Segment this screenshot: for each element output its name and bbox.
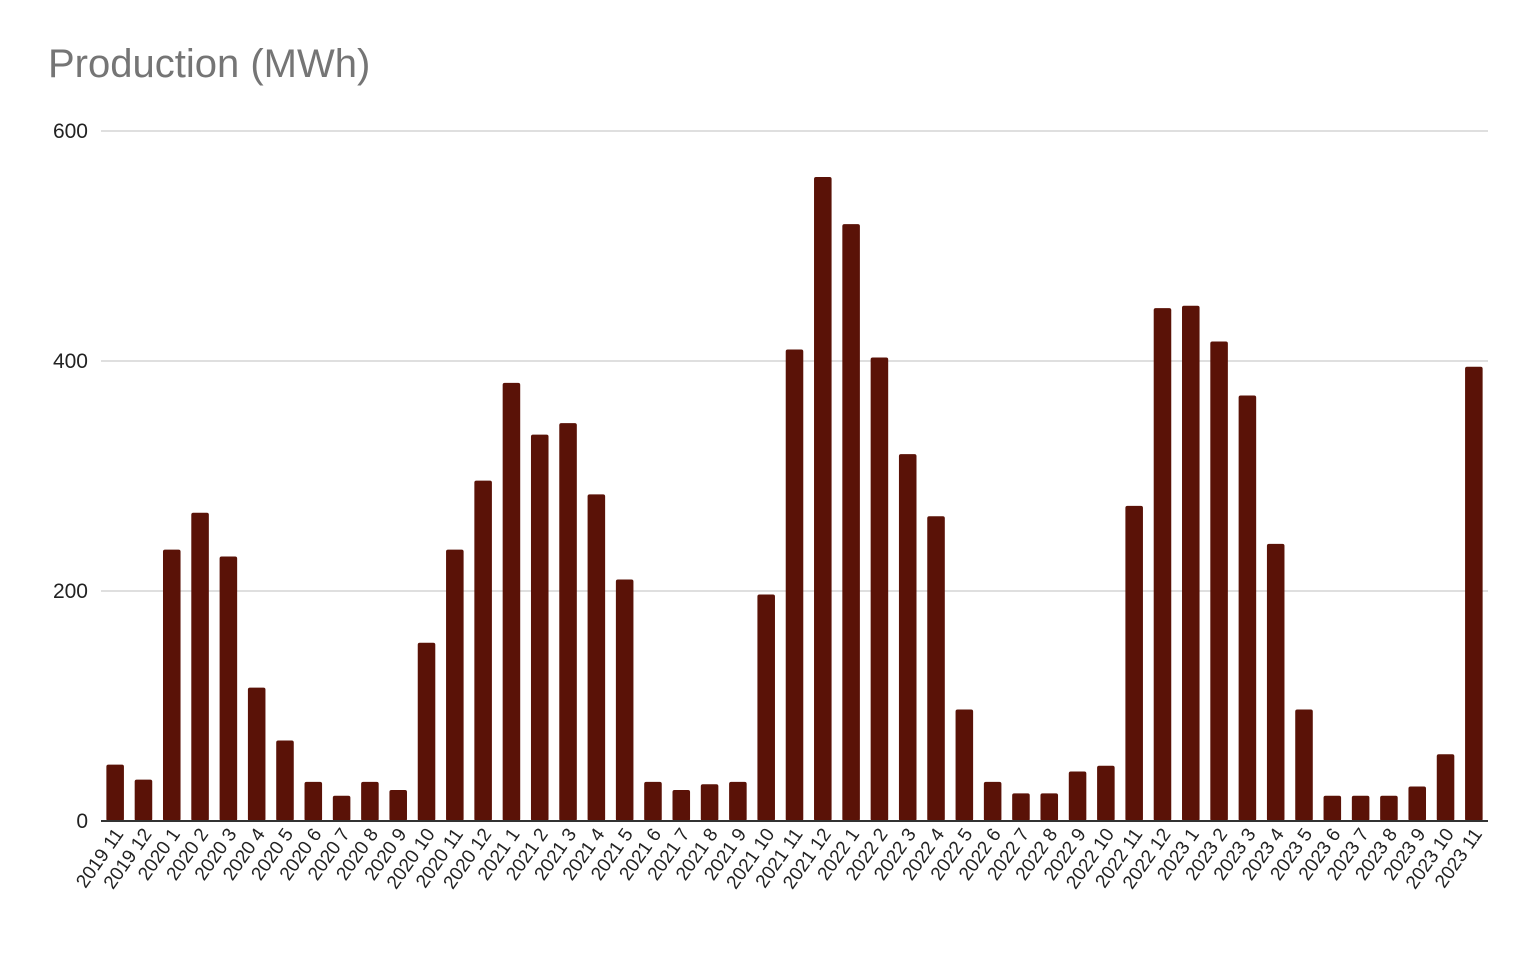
bar [134,779,153,821]
bar [1436,754,1455,821]
bar [1153,308,1172,822]
bar [162,549,181,821]
bar [1012,793,1030,821]
bar [1408,786,1427,821]
bar [842,224,860,821]
bar [1097,765,1115,821]
y-axis-ticks: 0 200 400 600 [53,120,88,833]
y-tick-label: 0 [76,810,88,833]
bar [814,177,832,821]
bar [615,579,634,821]
bar [729,781,747,821]
bar [1040,793,1059,821]
bar [332,795,351,821]
bar [1323,795,1342,821]
bar [417,642,436,821]
bar [1182,305,1200,821]
bar [870,357,889,821]
bar [644,781,662,821]
bar [389,789,407,821]
bar [106,764,124,821]
bar [1465,366,1483,821]
bar [191,512,209,821]
bar [700,784,719,821]
y-tick-label: 400 [53,350,88,373]
y-tick-label: 600 [53,120,88,143]
y-tick-label: 200 [53,580,88,603]
bar [955,709,974,821]
bar [587,494,606,821]
bar [1266,543,1285,821]
bar [1125,505,1143,821]
bars [106,177,1483,822]
bar [530,434,549,821]
bar [247,687,266,821]
bar [898,454,917,821]
chart-title: Production (MWh) [48,42,371,86]
bar [1380,795,1398,821]
bar [219,556,238,821]
bar [276,740,294,821]
bar [559,423,577,821]
bar [1351,795,1370,821]
bar [1068,771,1087,821]
bar [1295,709,1313,821]
bar [446,549,464,821]
bar [785,349,804,821]
bar [983,781,1002,821]
bar [361,781,379,821]
bar [304,781,323,821]
bar [672,789,691,821]
bar [1238,395,1257,821]
bar [502,382,521,821]
bar [1210,341,1228,821]
bar [474,480,492,821]
bar [927,516,945,821]
bar [757,594,775,821]
